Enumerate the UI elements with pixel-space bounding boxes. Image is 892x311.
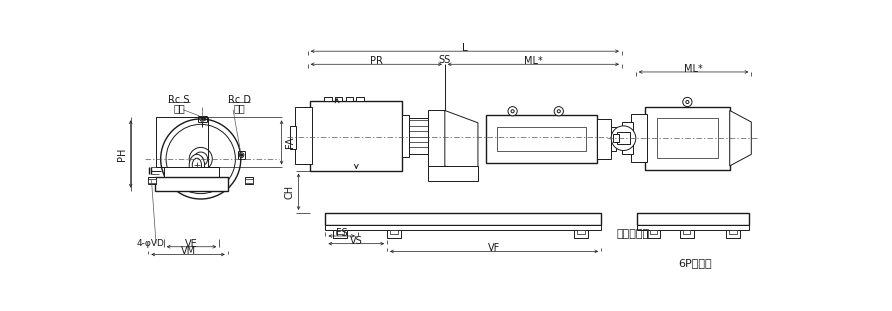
Bar bbox=[245, 179, 253, 183]
Text: ML*: ML* bbox=[684, 64, 703, 74]
Bar bbox=[156, 117, 209, 167]
Bar bbox=[334, 97, 343, 101]
Bar bbox=[326, 213, 601, 225]
Circle shape bbox=[686, 100, 689, 104]
Circle shape bbox=[166, 124, 235, 194]
Bar bbox=[647, 230, 660, 238]
Bar bbox=[409, 118, 428, 154]
Bar bbox=[387, 230, 401, 238]
Polygon shape bbox=[445, 110, 478, 177]
Bar bbox=[637, 225, 749, 230]
Bar bbox=[164, 167, 219, 177]
Text: PR: PR bbox=[370, 56, 383, 66]
Text: 吸込: 吸込 bbox=[173, 103, 185, 113]
Ellipse shape bbox=[198, 172, 211, 189]
Bar bbox=[290, 126, 296, 149]
Circle shape bbox=[239, 153, 244, 157]
Bar bbox=[632, 114, 647, 162]
Text: VM: VM bbox=[180, 246, 195, 256]
Bar bbox=[598, 119, 611, 159]
Bar bbox=[356, 97, 364, 101]
Text: Rc D: Rc D bbox=[227, 95, 251, 105]
Bar bbox=[726, 230, 739, 238]
Polygon shape bbox=[730, 110, 751, 166]
Text: 吐出: 吐出 bbox=[234, 103, 245, 113]
Circle shape bbox=[194, 152, 208, 166]
Text: CH: CH bbox=[285, 185, 294, 199]
Bar bbox=[729, 230, 737, 234]
Bar bbox=[154, 177, 227, 191]
Circle shape bbox=[554, 107, 564, 116]
Bar bbox=[645, 107, 730, 170]
Bar bbox=[611, 127, 615, 151]
Bar bbox=[148, 177, 156, 184]
Bar bbox=[334, 230, 347, 238]
Bar bbox=[326, 225, 601, 230]
Bar bbox=[649, 230, 657, 234]
Text: ML*: ML* bbox=[524, 56, 542, 66]
Circle shape bbox=[200, 117, 204, 121]
Circle shape bbox=[611, 126, 636, 151]
Circle shape bbox=[682, 97, 692, 107]
Bar bbox=[428, 110, 445, 166]
Ellipse shape bbox=[189, 154, 204, 176]
Text: PH: PH bbox=[117, 147, 127, 161]
Text: FS: FS bbox=[335, 228, 348, 238]
Text: VE: VE bbox=[186, 239, 198, 249]
Text: VF: VF bbox=[488, 243, 500, 253]
Bar bbox=[577, 230, 585, 234]
Circle shape bbox=[558, 110, 560, 113]
Text: FA: FA bbox=[285, 137, 295, 148]
Circle shape bbox=[189, 147, 212, 170]
Bar bbox=[324, 97, 332, 101]
Bar bbox=[294, 107, 311, 165]
Text: SS: SS bbox=[439, 55, 451, 65]
Circle shape bbox=[198, 157, 203, 161]
Bar bbox=[622, 122, 632, 154]
Bar bbox=[310, 101, 402, 170]
Bar bbox=[617, 132, 630, 144]
Bar bbox=[680, 230, 694, 238]
Bar bbox=[574, 230, 588, 238]
Bar bbox=[148, 179, 156, 183]
Ellipse shape bbox=[193, 158, 202, 172]
Text: L: L bbox=[462, 43, 467, 53]
Bar bbox=[245, 177, 253, 184]
Bar bbox=[497, 127, 586, 151]
Circle shape bbox=[511, 110, 514, 113]
Bar bbox=[428, 166, 478, 181]
Text: Rc S: Rc S bbox=[169, 95, 190, 105]
Bar bbox=[390, 230, 398, 234]
Bar bbox=[637, 213, 749, 225]
Bar bbox=[613, 134, 619, 142]
Bar bbox=[345, 97, 353, 101]
Bar bbox=[402, 115, 409, 157]
Circle shape bbox=[201, 118, 203, 120]
Bar bbox=[336, 230, 344, 234]
Text: 4-φVD: 4-φVD bbox=[136, 239, 165, 248]
Text: ギヤモータ: ギヤモータ bbox=[616, 229, 649, 239]
Bar bbox=[485, 115, 598, 163]
Bar bbox=[682, 230, 690, 234]
Circle shape bbox=[241, 154, 243, 156]
Text: 6Pモータ: 6Pモータ bbox=[678, 258, 712, 268]
Circle shape bbox=[508, 107, 517, 116]
Ellipse shape bbox=[201, 175, 209, 186]
Circle shape bbox=[161, 119, 241, 199]
Bar bbox=[657, 118, 718, 158]
Text: VS: VS bbox=[350, 236, 363, 246]
